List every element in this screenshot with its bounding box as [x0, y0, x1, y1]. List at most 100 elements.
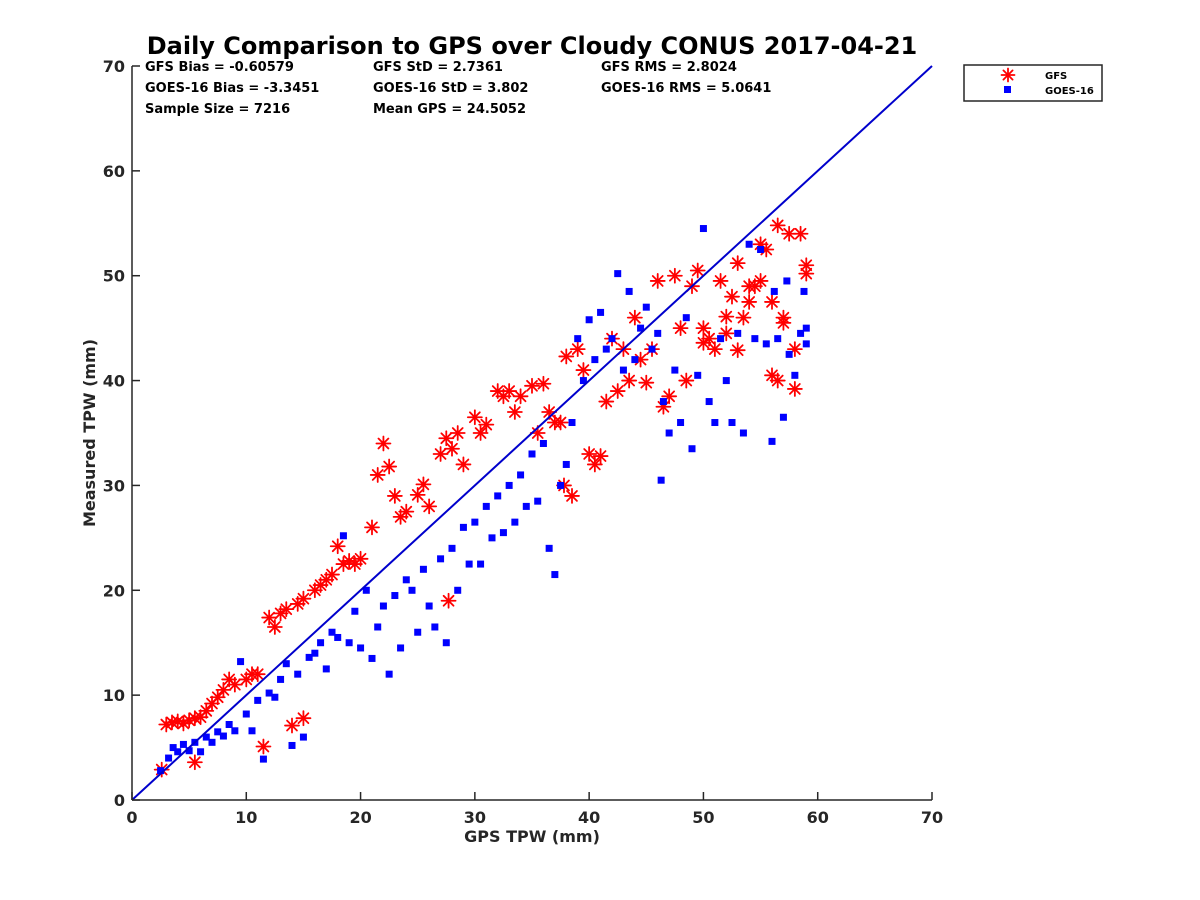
data-point [444, 440, 460, 457]
data-point [802, 340, 810, 348]
stat-goes-std: GOES-16 StD = 3.802 [373, 81, 528, 96]
data-point [364, 519, 380, 536]
data-point [288, 741, 296, 749]
series-goes16 [157, 225, 810, 775]
x-tick-label: 10 [235, 808, 257, 827]
data-point [255, 738, 272, 755]
data-point [248, 727, 256, 735]
data-point [724, 288, 740, 305]
data-point [265, 689, 273, 697]
data-point [729, 255, 746, 272]
data-point [414, 628, 422, 636]
data-point [718, 308, 735, 325]
stat-goes-rms: GOES-16 RMS = 5.0641 [601, 81, 771, 96]
data-point [751, 335, 759, 343]
data-point [768, 437, 776, 445]
stat-goes-bias: GOES-16 Bias = -3.3451 [145, 81, 319, 96]
data-point [648, 345, 656, 353]
data-point [717, 335, 725, 343]
stat-sample-size: Sample Size = 7216 [145, 102, 290, 117]
data-point [699, 225, 707, 233]
data-point [802, 324, 810, 332]
data-point [677, 419, 685, 427]
data-point [729, 342, 746, 359]
data-point [284, 717, 300, 734]
data-point [249, 666, 266, 683]
data-point [551, 571, 559, 579]
data-point [215, 682, 232, 698]
data-point [165, 754, 173, 762]
data-point [432, 446, 449, 462]
data-point [169, 744, 177, 752]
data-point [745, 240, 753, 248]
data-point [770, 287, 778, 295]
data-point [797, 329, 805, 337]
data-point [557, 481, 565, 489]
data-point [386, 488, 403, 504]
data-point [459, 523, 467, 531]
data-point [597, 308, 605, 316]
data-point [357, 644, 365, 652]
data-point [266, 619, 283, 635]
data-point [774, 335, 782, 343]
data-point [741, 278, 758, 295]
data-point [419, 565, 427, 573]
data-point [769, 372, 786, 389]
x-tick-label: 70 [921, 808, 943, 827]
data-point [506, 404, 523, 420]
data-point [448, 544, 456, 552]
data-point [512, 388, 529, 405]
data-point [225, 721, 233, 729]
data-point [786, 341, 803, 358]
data-point [328, 628, 336, 636]
stat-gfs-std: GFS StD = 2.7361 [373, 60, 503, 75]
data-point [695, 334, 712, 351]
data-point [209, 689, 226, 706]
data-point [722, 377, 730, 385]
data-point [654, 329, 662, 337]
y-tick-label: 10 [103, 686, 125, 705]
stat-gfs-bias: GFS Bias = -0.60579 [145, 60, 294, 75]
data-point [415, 476, 432, 493]
data-point [558, 348, 575, 365]
data-point [317, 639, 325, 647]
y-tick-label: 70 [103, 57, 125, 76]
data-point [545, 544, 553, 552]
data-point [465, 560, 473, 568]
data-point [535, 375, 552, 392]
data-point [295, 590, 312, 607]
data-point [454, 586, 462, 594]
legend-box [963, 64, 1103, 102]
data-point [694, 371, 702, 379]
data-point [792, 225, 809, 242]
data-point [666, 267, 683, 284]
data-point [385, 670, 393, 678]
legend-label-goes16: GOES-16 [1045, 86, 1094, 97]
data-point [608, 335, 616, 343]
data-point [678, 372, 695, 389]
data-point [568, 419, 576, 427]
data-point [592, 448, 609, 464]
data-point [351, 607, 359, 615]
data-point [219, 732, 227, 740]
data-point [574, 335, 582, 343]
data-point [398, 503, 415, 520]
one-to-one-line [131, 65, 933, 801]
data-point [783, 277, 791, 285]
data-point [752, 273, 769, 289]
x-tick-label: 40 [578, 808, 600, 827]
data-point [609, 383, 626, 399]
data-point [562, 460, 570, 468]
data-point [259, 755, 267, 763]
data-point [282, 660, 290, 668]
x-tick-label: 60 [807, 808, 829, 827]
data-point [449, 425, 466, 441]
legend-marker-goes16 [1004, 86, 1011, 93]
data-point [522, 502, 530, 510]
data-point [659, 398, 667, 406]
data-point [237, 658, 245, 666]
data-point [322, 665, 330, 673]
y-tick-label: 60 [103, 162, 125, 181]
data-point [431, 623, 439, 631]
